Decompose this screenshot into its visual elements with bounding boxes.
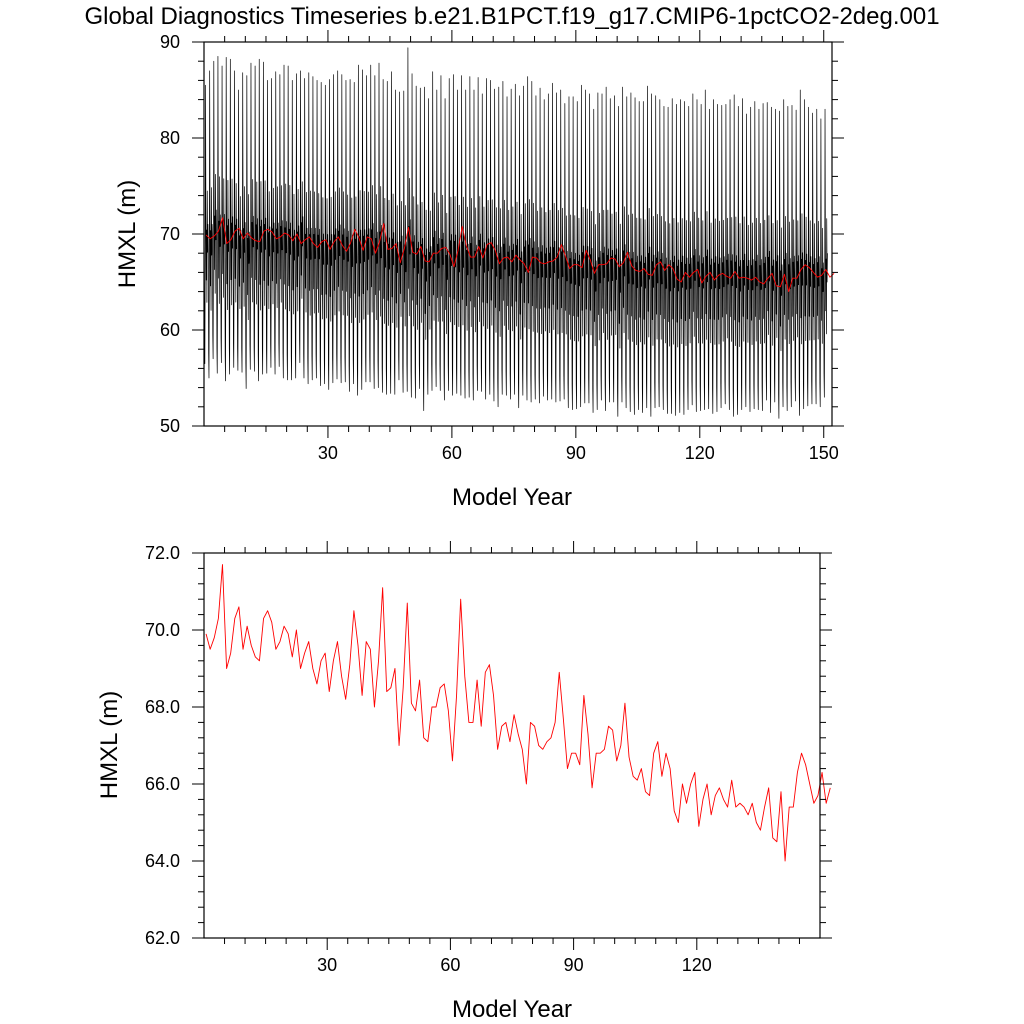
plot-top-ytick-label: 90 — [160, 32, 180, 52]
plot-bottom-frame — [203, 552, 821, 939]
plot-bottom-ytick-label: 68.0 — [145, 697, 180, 717]
plot-top-xtick-label: 30 — [318, 443, 338, 463]
plot-top-ytick-label: 50 — [160, 416, 180, 436]
plot-top-xtick-label: 120 — [685, 443, 715, 463]
plot-bottom-series-annual — [205, 564, 831, 862]
plot-bottom-xtick-label: 90 — [564, 955, 584, 975]
figure-title: Global Diagnostics Timeseries b.e21.B1PC… — [84, 3, 939, 30]
plot-top-series-annual — [205, 217, 835, 293]
plot-bottom-annual-mean: 30 60 90 120 62.0 64.0 66.0 68.0 70.0 72.0 Model … — [96, 541, 832, 1023]
plot-top-ytick-label: 70 — [160, 224, 180, 244]
plot-top-ytick-label: 80 — [160, 128, 180, 148]
plot-bottom-ytick-label: 72.0 — [145, 543, 180, 563]
plot-bottom-ylabel: HMXL (m) — [96, 691, 123, 799]
plot-top-xtick-label: 150 — [809, 443, 839, 463]
plot-top-series-monthly — [203, 47, 828, 419]
plot-top-ytick-label: 60 — [160, 320, 180, 340]
plot-top-xtick-label: 60 — [442, 443, 462, 463]
plot-bottom-xlabel: Model Year — [452, 996, 572, 1023]
plot-bottom-ytick-label: 66.0 — [145, 774, 180, 794]
plot-bottom-xtick-label: 120 — [682, 955, 712, 975]
plot-top-xtick-label: 90 — [566, 443, 586, 463]
plot-top-timeseries: 30 60 90 120 150 50 60 70 80 90 Model Year HMXL (… — [114, 30, 844, 511]
plot-bottom-ytick-label: 62.0 — [145, 928, 180, 948]
plot-top-xlabel: Model Year — [452, 484, 572, 511]
plot-top-ylabel: HMXL (m) — [114, 180, 141, 288]
plot-bottom-xtick-label: 60 — [440, 955, 460, 975]
plot-bottom-ytick-label: 64.0 — [145, 851, 180, 871]
plot-bottom-xtick-label: 30 — [317, 955, 337, 975]
plot-bottom-ytick-label: 70.0 — [145, 620, 180, 640]
